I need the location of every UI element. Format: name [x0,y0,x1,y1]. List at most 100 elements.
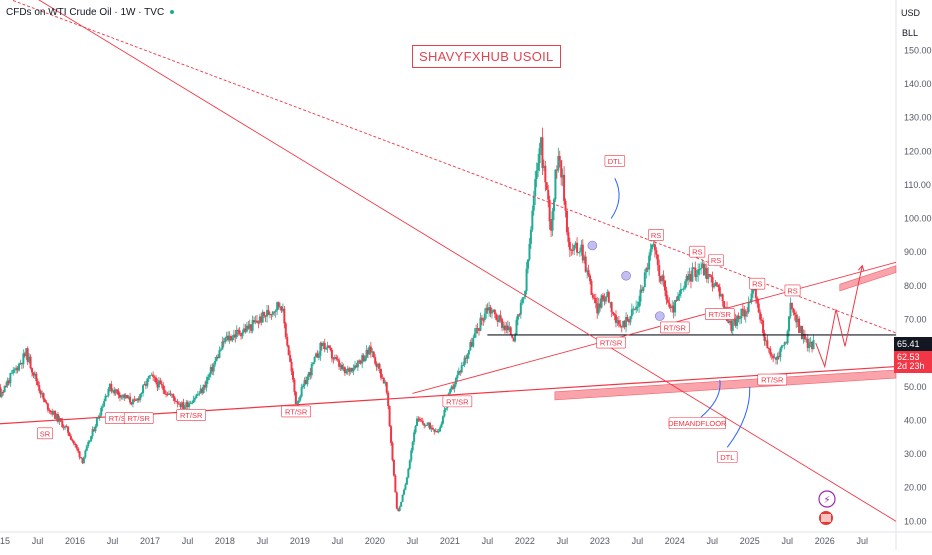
annotation-label-box [757,373,788,386]
candle-body [437,431,440,433]
currency-label[interactable]: USD [900,8,920,18]
candle-body [554,169,557,200]
x-tick-label: Jul [32,536,44,546]
candle-body [193,398,196,400]
candle-body [95,418,98,427]
candle-body [542,165,545,168]
candle-body [281,308,284,311]
candle-body [335,357,338,360]
candle-body [273,311,276,313]
candle-body [545,182,548,190]
candle-body [499,315,502,320]
candle-body [772,355,775,359]
candle-body [176,401,179,404]
candle-body [805,338,808,340]
us-flag-stripes-icon [821,514,831,522]
candle-body [622,321,625,327]
candle-body [113,390,116,394]
candle-body [42,393,45,400]
candle-body [332,358,335,360]
candle-body [692,267,695,269]
annotation-label: RS [752,280,762,289]
candle-body [403,489,406,495]
candle-body [362,355,365,362]
candle-body [529,229,532,244]
candle-body [685,275,688,282]
candle-body [179,404,182,408]
candle-body [514,334,517,342]
candle-body [674,300,677,313]
candle-body [636,306,639,308]
candle-body [349,367,352,372]
candle-body [384,382,387,384]
candle-body [300,387,303,397]
candle-body [218,350,221,358]
candle-body [785,342,788,344]
candle-body [234,334,237,338]
candle-body [714,282,717,287]
candle-body [449,389,452,394]
candle-body [659,276,662,282]
candle-body [480,317,483,320]
candle-body [457,371,460,375]
candle-body [150,374,153,376]
candle-body [788,316,791,332]
candle-body [691,267,694,282]
candle-body [322,342,325,346]
candle-body [607,292,610,303]
candle-body [720,294,723,297]
candle-body [225,335,228,338]
annotation-label: RT/SR [600,339,623,348]
candle-body [67,426,70,433]
candle-body [782,345,785,347]
candle-body [596,303,599,314]
candle-body [730,320,733,331]
annotation-label-box [596,336,626,349]
candle-body [740,308,743,319]
candle-body [32,372,35,376]
candle-body [704,268,707,276]
candle-body [325,348,328,350]
candle-body [632,308,635,310]
candle-body [124,395,127,398]
x-tick-label: 2020 [365,536,385,546]
candle-body [613,313,616,316]
candle-body [413,432,416,442]
candle-body [651,244,654,250]
candle-body [439,427,442,432]
candle-body [737,315,740,319]
candle-body [39,390,42,395]
candle-body [346,368,349,371]
candle-body [421,420,424,424]
candle-body [120,395,123,398]
candle-body [127,396,130,399]
candle-body [289,355,292,362]
candle-body [329,347,332,350]
candle-body [734,318,737,326]
candle-body [222,341,225,343]
candle-body [195,394,198,399]
candle-body [723,301,726,312]
candle-body [221,341,224,350]
candle-body [803,333,806,340]
candle-body [254,320,257,323]
projection-arrowhead [857,264,865,272]
candle-body [700,268,703,270]
candle-body [330,349,333,359]
last-price-value: 62.53 [897,352,920,362]
candle-body [798,318,801,333]
candle-body [5,385,8,387]
candle-body [251,320,254,331]
candle-body [375,363,378,368]
y-tick-label: 70.00 [904,314,927,324]
candle-body [49,410,52,412]
candle-body [358,360,361,362]
candle-body [198,393,201,395]
candle-body [81,458,84,463]
candle-body [291,371,294,380]
unit-label[interactable]: BLL [901,28,918,38]
candle-body [664,280,667,291]
candle-body [62,427,65,429]
